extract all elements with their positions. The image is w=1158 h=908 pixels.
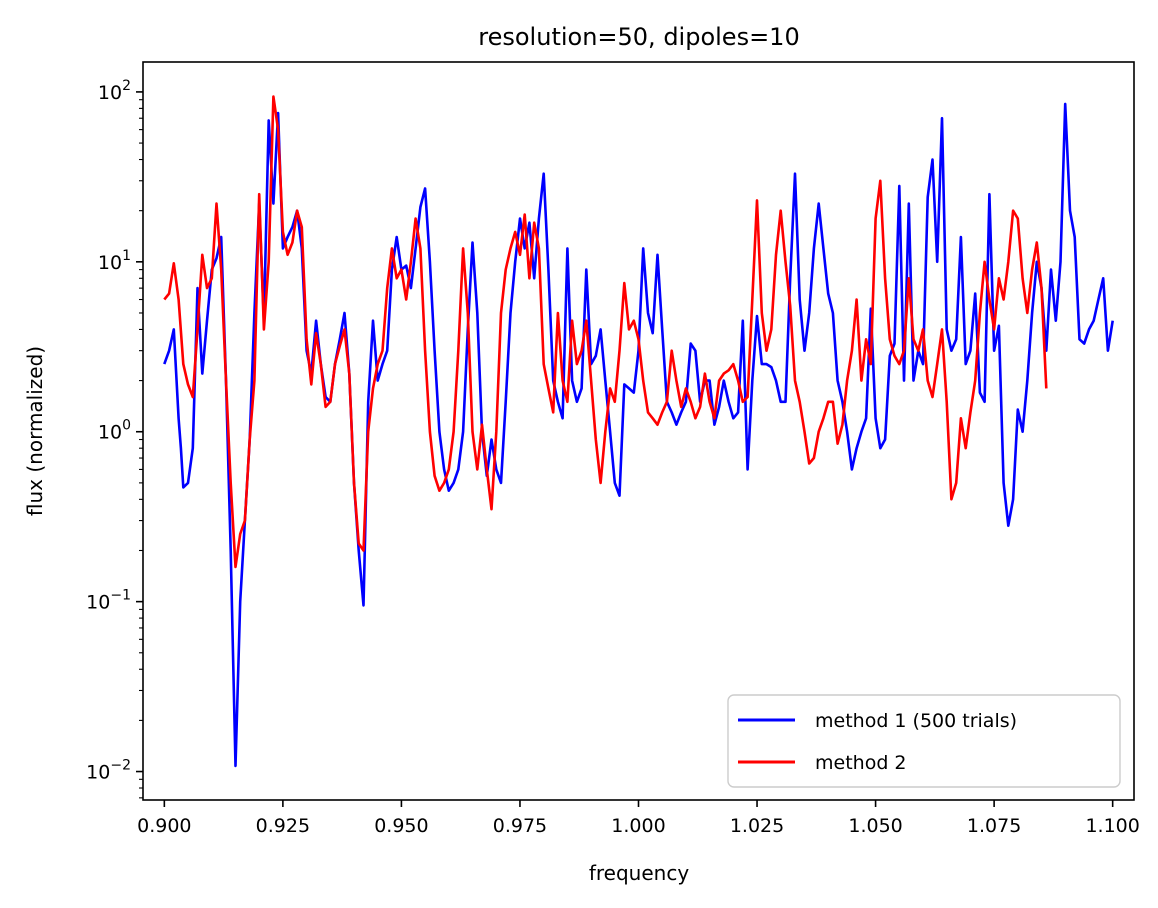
y-axis-label: flux (normalized): [23, 346, 47, 516]
x-tick-label: 0.975: [493, 815, 547, 837]
chart-title: resolution=50, dipoles=10: [478, 23, 799, 51]
series-layer: [163, 95, 1114, 768]
y-tick-label: 10−1: [86, 588, 131, 614]
x-tick-label: 1.000: [611, 815, 665, 837]
x-tick-label: 0.900: [137, 815, 191, 837]
y-tick-label: 102: [98, 78, 131, 104]
x-axis-label: frequency: [589, 861, 689, 885]
x-tick-label: 1.050: [848, 815, 902, 837]
y-tick-label: 10−2: [86, 758, 131, 784]
x-tick-label: 0.925: [256, 815, 310, 837]
x-tick-label: 1.100: [1085, 815, 1139, 837]
y-tick-label: 101: [98, 248, 131, 274]
x-axis-ticks: 0.900 0.925 0.950 0.975 1.000 1.025 1.050 1.075…: [137, 800, 1140, 837]
x-tick-label: 0.950: [374, 815, 428, 837]
legend-label-method-2: method 2: [815, 752, 907, 774]
legend-box: [727, 694, 1121, 788]
x-tick-label: 1.025: [730, 815, 784, 837]
x-tick-label: 1.075: [967, 815, 1021, 837]
legend-label-method-1: method 1 (500 trials): [815, 710, 1017, 732]
y-axis-ticks: 10−2 10−1 100 101 102: [86, 78, 143, 799]
series-line-2: [163, 95, 1048, 569]
y-tick-label: 100: [98, 418, 131, 444]
legend: method 1 (500 trials) method 2: [727, 694, 1121, 788]
